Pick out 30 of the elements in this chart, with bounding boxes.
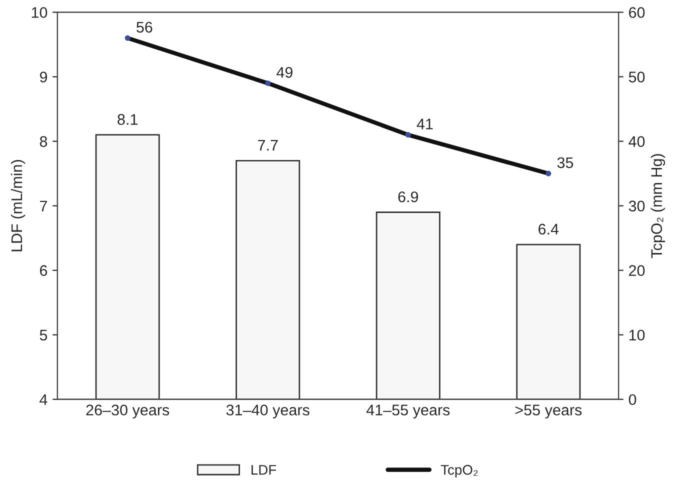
y-tick-label: 5	[40, 330, 48, 341]
y-tick-label: 8	[40, 136, 48, 147]
x-tick-label: 31–40 years	[226, 404, 310, 418]
data-label: 35	[557, 157, 574, 168]
y2-tick-label: 0	[628, 394, 636, 406]
y-tick-label: 4	[40, 394, 48, 405]
y-tick-label: 9	[40, 72, 48, 82]
x-tick-label: 26–30 years	[86, 404, 170, 418]
data-label: 7.7	[258, 140, 278, 151]
x-tick-label: >55 years	[515, 404, 582, 418]
data-label: 56	[136, 22, 152, 33]
legend-label: LDF	[252, 465, 276, 475]
data-label: 41	[416, 118, 433, 130]
y-axis-title: LDF (mL/min)	[10, 160, 26, 252]
y-tick-label: 7	[40, 200, 47, 212]
y2-tick-label: 60	[629, 7, 645, 18]
y2-tick-label: 40	[628, 136, 645, 147]
legend-label: TcpO₂	[440, 464, 478, 478]
y2-tick-label: 50	[628, 72, 645, 82]
y2-tick-label: 30	[628, 200, 645, 212]
data-label: 49	[276, 66, 292, 78]
x-tick-label: 41–55 years	[366, 404, 450, 418]
data-label: 8.1	[118, 114, 138, 125]
data-label: 6.9	[398, 191, 418, 202]
y2-axis-title: TcpO₂ (mm Hg)	[650, 154, 666, 258]
y2-tick-label: 20	[629, 265, 645, 276]
data-label: 6.4	[538, 224, 559, 235]
y-tick-label: 6	[40, 265, 48, 276]
y2-tick-label: 10	[629, 330, 645, 341]
y-tick-label: 10	[32, 7, 48, 18]
